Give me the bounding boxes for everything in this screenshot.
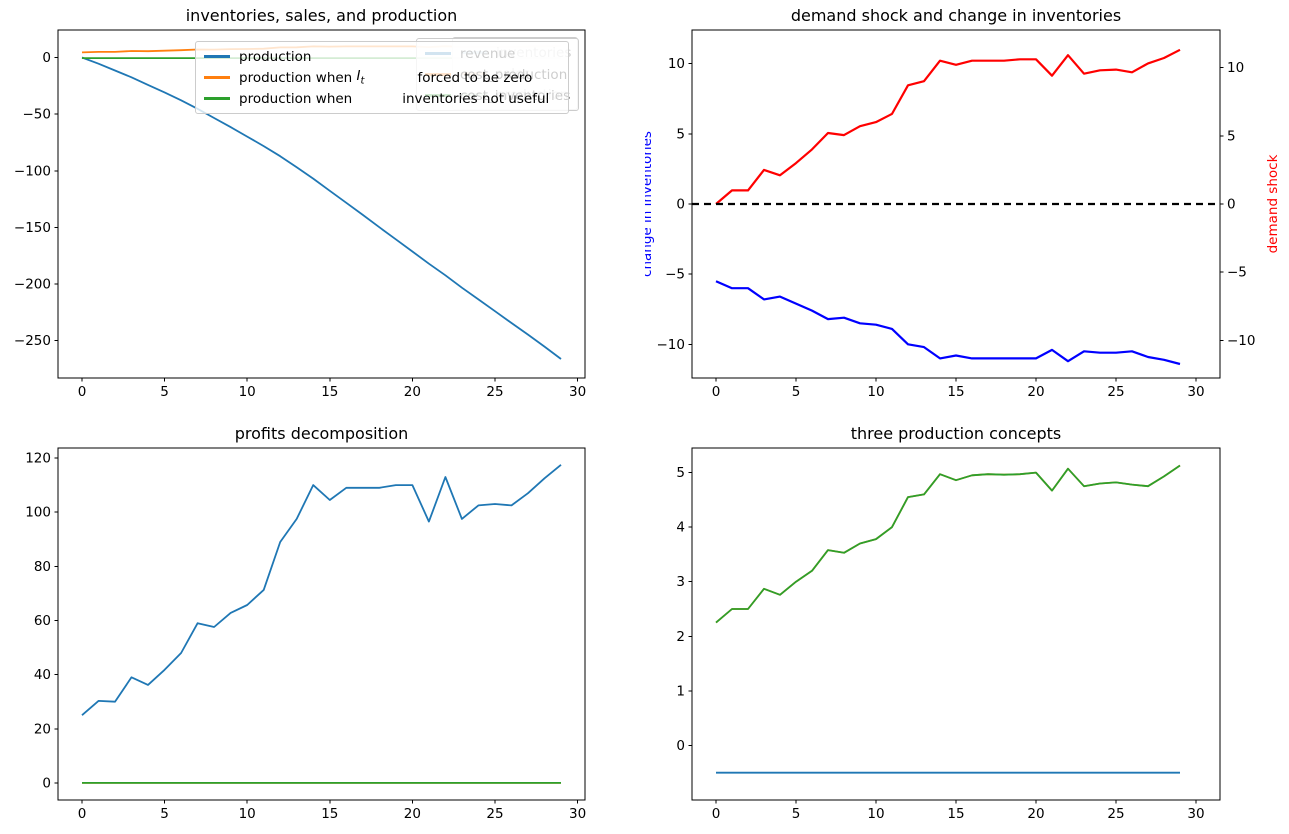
x-tick-label: 15 <box>321 384 338 400</box>
series-production-when-inventories-not-useful <box>715 464 1181 624</box>
axes-frame <box>691 447 1221 801</box>
y-tick-label: 5 <box>676 126 685 142</box>
y-tick-label: 0 <box>676 197 685 213</box>
y-tick-label: 80 <box>34 559 51 575</box>
y-tick-label: −10 <box>657 337 686 353</box>
series-change-in-inventories <box>715 280 1181 366</box>
x-tick-label: 15 <box>947 806 964 822</box>
axes-frame <box>57 447 586 801</box>
chart-title-three-production-concepts: three production concepts <box>850 424 1062 443</box>
y-tick-label: 1 <box>676 683 685 699</box>
x-tick-label: 0 <box>712 806 721 822</box>
x-tick-label: 25 <box>486 384 503 400</box>
y-tick-label: 5 <box>676 465 685 481</box>
chart-title-inventories-sales-production: inventories, sales, and production <box>185 6 458 25</box>
legend-row: production when inventories not useful <box>204 88 560 109</box>
legend-three-production-concepts: production production when It forced to … <box>195 41 569 114</box>
x-tick-label: 20 <box>1027 384 1044 400</box>
y-tick-label: −250 <box>14 333 51 349</box>
x-tick-label: 5 <box>792 806 801 822</box>
y-tick-label: −200 <box>14 277 51 293</box>
y-axis-label-right: demand shock <box>1265 154 1281 253</box>
y-tick-label: 40 <box>34 667 51 683</box>
x-tick-label: 5 <box>160 806 169 822</box>
x-tick-label: 10 <box>867 384 884 400</box>
chart-canvas-demand-shock: 0 5 10 15 20 25 30 10 5 0 −5 −10 10 5 0 −5 −10 change in … <box>645 29 1281 400</box>
legend-swatch-production <box>204 55 230 58</box>
y-tick-label: 0 <box>676 738 685 754</box>
series-production-when-I-t-forced-to-be-zero <box>715 464 1181 624</box>
x-tick-label: 20 <box>404 806 421 822</box>
legend-label-part: production when <box>239 69 357 86</box>
legend-row: production when It forced to be zero <box>204 67 560 88</box>
legend-math-var: It <box>357 68 365 87</box>
y-tick-label: 0 <box>42 775 51 791</box>
y-tick-label: 20 <box>34 721 51 737</box>
chart-canvas-three-production-concepts: 0 5 10 15 20 25 30 0 1 2 3 4 5 <box>676 447 1221 822</box>
y-tick-label: 4 <box>676 520 685 536</box>
x-tick-label: 10 <box>239 806 256 822</box>
y-right-tick-label: −10 <box>1227 333 1256 349</box>
x-tick-label: 25 <box>1107 806 1124 822</box>
x-tick-label: 30 <box>569 806 586 822</box>
x-tick-label: 25 <box>1107 384 1124 400</box>
y-tick-label: −5 <box>665 267 685 283</box>
x-tick-label: 5 <box>792 384 801 400</box>
y-right-tick-label: −5 <box>1227 265 1247 281</box>
legend-label-part: inventories not useful <box>402 90 550 107</box>
x-tick-label: 0 <box>78 384 87 400</box>
y-tick-label: 10 <box>668 56 685 72</box>
x-tick-label: 20 <box>1027 806 1044 822</box>
legend-label-part: production when <box>239 90 353 107</box>
series-revenue <box>81 464 562 716</box>
chart-canvas-inventories-sales-production: 0 5 10 15 20 25 30 0 −50 −100 −150 −200 −250 <box>14 29 586 400</box>
y-tick-label: 60 <box>34 613 51 629</box>
math-subscript: t <box>360 75 365 87</box>
legend-label-part: forced to be zero <box>417 69 533 86</box>
y-axis-label-left: change in inventories <box>645 131 655 277</box>
y-tick-label: −50 <box>23 107 52 123</box>
plot-area <box>715 48 1181 366</box>
x-tick-label: 10 <box>239 384 256 400</box>
y-right-tick-label: 10 <box>1227 60 1244 76</box>
x-tick-label: 30 <box>569 384 586 400</box>
x-tick-label: 25 <box>486 806 503 822</box>
math-symbol: I <box>356 68 361 85</box>
x-tick-label: 0 <box>712 384 721 400</box>
chart-title-demand-shock: demand shock and change in inventories <box>790 6 1122 25</box>
x-tick-label: 5 <box>160 384 169 400</box>
legend-label-production: production <box>239 48 312 65</box>
plot-area <box>715 464 1181 774</box>
y-tick-label: 100 <box>25 505 51 521</box>
x-tick-label: 20 <box>404 384 421 400</box>
series-demand-shock <box>715 48 1181 205</box>
y-tick-label: 3 <box>676 574 685 590</box>
axes-frame <box>57 29 586 379</box>
y-right-tick-label: 0 <box>1227 197 1236 213</box>
x-tick-label: 30 <box>1187 384 1204 400</box>
x-tick-label: 15 <box>321 806 338 822</box>
x-tick-label: 30 <box>1187 806 1204 822</box>
y-tick-label: 120 <box>25 451 51 467</box>
y-right-tick-label: 5 <box>1227 128 1236 144</box>
chart-title-profits-decomposition: profits decomposition <box>234 424 409 443</box>
legend-swatch-production-no-inventories <box>204 97 230 100</box>
legend-row: production <box>204 46 560 67</box>
y-tick-label: −150 <box>14 220 51 236</box>
legend-swatch-production-forced-zero <box>204 76 230 79</box>
series-inventories <box>81 56 562 360</box>
plot-area <box>81 464 562 784</box>
y-tick-label: 2 <box>676 629 685 645</box>
y-tick-label: −100 <box>14 163 51 179</box>
x-tick-label: 10 <box>867 806 884 822</box>
y-tick-label: 0 <box>42 50 51 66</box>
x-tick-label: 15 <box>947 384 964 400</box>
x-tick-label: 0 <box>78 806 87 822</box>
chart-canvas-profits-decomposition: 0 5 10 15 20 25 30 0 20 40 60 80 100 120 <box>25 447 586 822</box>
